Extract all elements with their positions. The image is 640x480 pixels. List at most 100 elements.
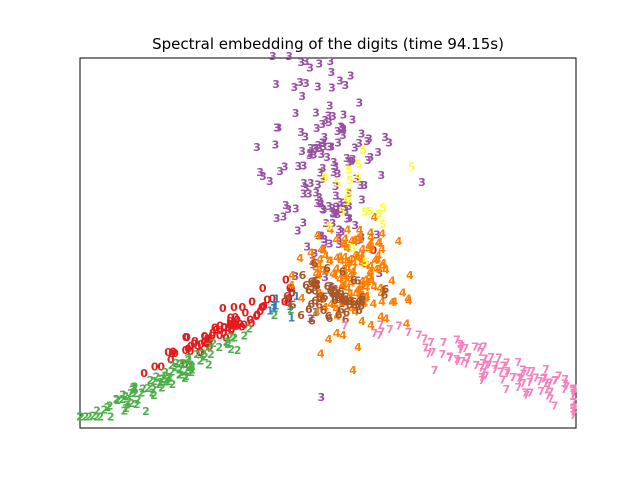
digit-point-4: 4 <box>351 234 359 247</box>
digit-point-4: 4 <box>376 282 384 295</box>
digit-point-7: 7 <box>504 367 512 380</box>
digit-point-5: 5 <box>325 219 333 232</box>
digit-point-4: 4 <box>363 259 371 272</box>
digit-point-0: 0 <box>157 361 165 374</box>
digit-point-0: 0 <box>228 324 236 337</box>
digit-point-4: 4 <box>321 301 329 314</box>
digit-point-6: 6 <box>311 257 319 270</box>
digit-point-2: 2 <box>93 404 101 417</box>
digit-point-4: 4 <box>312 279 320 292</box>
digit-point-3: 3 <box>324 110 332 123</box>
digit-point-4: 4 <box>358 257 366 270</box>
digit-point-6: 6 <box>313 280 321 293</box>
digit-point-4: 4 <box>309 275 317 288</box>
digit-point-3: 3 <box>348 155 356 168</box>
digit-point-3: 3 <box>340 201 348 214</box>
digit-point-3: 3 <box>337 121 345 134</box>
digit-point-7: 7 <box>479 357 487 370</box>
digit-point-3: 3 <box>314 80 322 93</box>
digit-point-3: 3 <box>317 197 325 210</box>
digit-point-0: 0 <box>216 329 224 342</box>
digit-point-4: 4 <box>379 257 387 270</box>
digit-point-2: 2 <box>147 374 155 387</box>
digit-point-4: 4 <box>357 280 365 293</box>
digit-point-0: 0 <box>204 336 212 349</box>
digit-point-5: 5 <box>375 207 383 220</box>
digit-point-0: 0 <box>226 319 234 332</box>
digit-point-4: 4 <box>349 266 357 279</box>
digit-point-4: 4 <box>378 228 386 241</box>
digit-point-2: 2 <box>125 395 133 408</box>
digit-point-3: 3 <box>317 166 325 179</box>
digit-point-6: 6 <box>354 275 362 288</box>
digit-point-3: 3 <box>310 258 318 271</box>
digit-point-6: 6 <box>299 269 307 282</box>
digit-point-6: 6 <box>327 285 335 298</box>
digit-point-3: 3 <box>342 79 350 92</box>
digit-point-6: 6 <box>331 284 339 297</box>
digit-point-3: 3 <box>297 126 305 139</box>
digit-point-7: 7 <box>461 342 469 355</box>
digit-point-7: 7 <box>440 336 448 349</box>
digit-point-2: 2 <box>149 387 157 400</box>
digit-point-4: 4 <box>317 348 325 361</box>
digit-point-3: 3 <box>325 141 333 154</box>
digit-point-7: 7 <box>509 371 517 384</box>
digit-point-6: 6 <box>336 288 344 301</box>
digit-point-3: 3 <box>309 255 317 268</box>
digit-point-3: 3 <box>325 200 333 213</box>
digit-point-4: 4 <box>333 251 341 264</box>
digit-point-4: 4 <box>358 290 366 303</box>
digit-point-3: 3 <box>300 188 308 201</box>
digit-point-3: 3 <box>329 206 337 219</box>
digit-point-2: 2 <box>231 331 239 344</box>
digit-point-6: 6 <box>358 291 366 304</box>
digit-point-7: 7 <box>551 399 559 412</box>
digit-point-1: 1 <box>312 306 320 319</box>
digit-point-7: 7 <box>456 338 464 351</box>
digit-point-4: 4 <box>326 254 334 267</box>
digit-point-4: 4 <box>375 263 383 276</box>
digit-point-2: 2 <box>142 405 150 418</box>
digit-point-4: 4 <box>339 297 347 310</box>
digit-point-0: 0 <box>203 338 211 351</box>
digit-point-4: 4 <box>367 319 375 332</box>
digit-point-3: 3 <box>335 224 343 237</box>
digit-point-4: 4 <box>390 296 398 309</box>
digit-point-7: 7 <box>526 376 534 389</box>
digit-point-4: 4 <box>365 243 373 256</box>
digit-point-0: 0 <box>209 327 217 340</box>
digit-point-2: 2 <box>168 359 176 372</box>
digit-point-4: 4 <box>354 341 362 354</box>
digit-point-3: 3 <box>316 195 324 208</box>
digit-point-2: 2 <box>155 378 163 391</box>
digit-point-5: 5 <box>379 202 387 215</box>
digit-point-5: 5 <box>354 158 362 171</box>
digit-point-3: 3 <box>342 205 350 218</box>
digit-point-4: 4 <box>338 280 346 293</box>
digit-point-2: 2 <box>150 389 158 402</box>
digit-point-0: 0 <box>259 300 267 313</box>
digit-point-0: 0 <box>211 322 219 335</box>
digit-point-3: 3 <box>320 244 328 257</box>
digit-point-3: 3 <box>343 152 351 165</box>
digit-point-3: 3 <box>365 132 373 145</box>
digit-point-5: 5 <box>344 192 352 205</box>
digit-point-1: 1 <box>293 290 301 303</box>
digit-point-3: 3 <box>327 140 335 153</box>
digit-point-4: 4 <box>315 287 323 300</box>
digit-point-2: 2 <box>113 393 121 406</box>
digit-point-4: 4 <box>378 295 386 308</box>
digit-point-3: 3 <box>312 107 320 120</box>
digit-point-2: 2 <box>245 323 253 336</box>
digit-point-2: 2 <box>177 369 185 382</box>
digit-point-2: 2 <box>223 335 231 348</box>
digit-point-3: 3 <box>363 135 371 148</box>
digit-point-7: 7 <box>478 371 486 384</box>
digit-point-2: 2 <box>122 390 130 403</box>
digit-point-7: 7 <box>459 355 467 368</box>
digit-point-4: 4 <box>358 315 366 328</box>
digit-point-2: 2 <box>165 375 173 388</box>
digit-point-5: 5 <box>361 256 369 269</box>
digit-point-3: 3 <box>345 212 353 225</box>
